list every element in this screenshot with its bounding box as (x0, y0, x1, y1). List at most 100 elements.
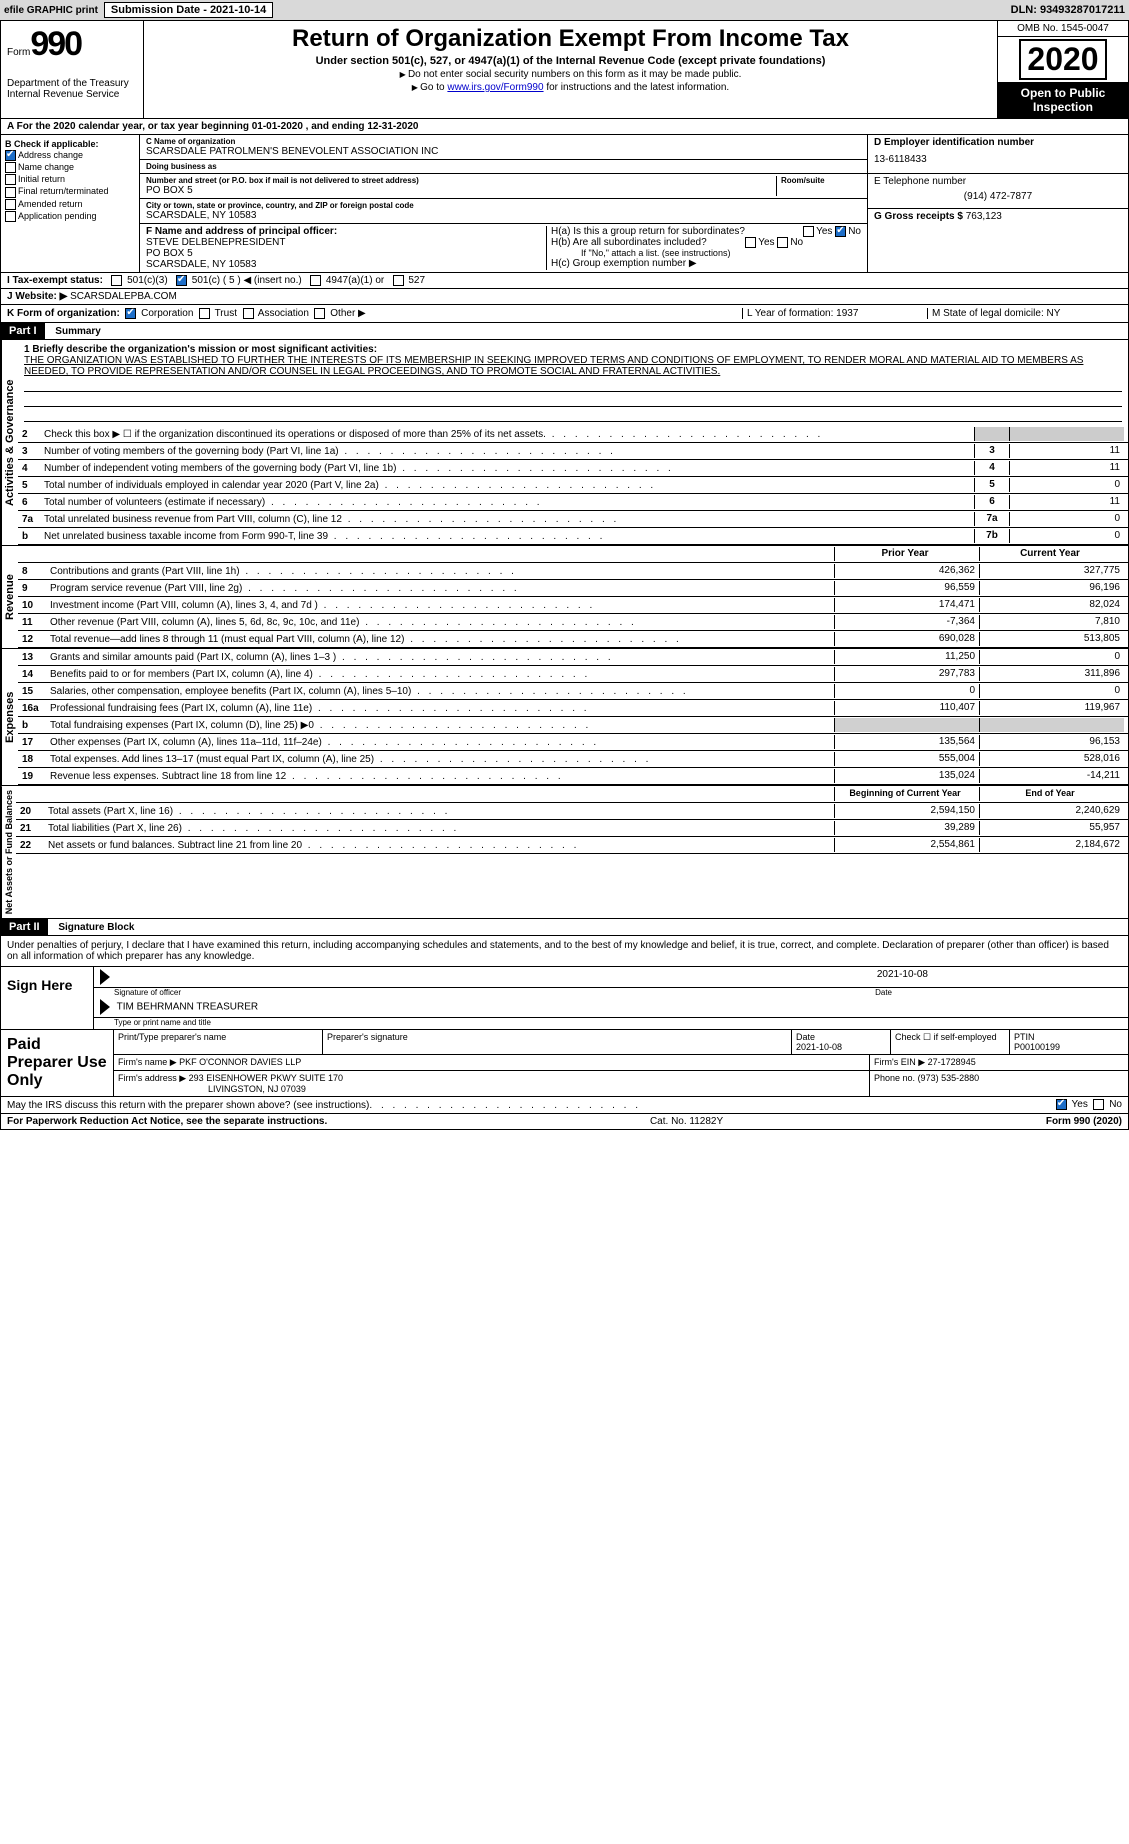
subdate-label: Submission Date - (111, 4, 210, 16)
h3v: 2021-10-08 (796, 1042, 886, 1052)
firm-name: PKF O'CONNOR DAVIES LLP (179, 1057, 301, 1067)
paid-line-2: Firm's name ▶ PKF O'CONNOR DAVIES LLP Fi… (114, 1055, 1128, 1071)
note-ssn: Do not enter social security numbers on … (152, 69, 989, 80)
checkbox-icon[interactable] (393, 275, 404, 286)
sig-officer-label: Signature of officer (114, 988, 181, 997)
cb-label-5: Application pending (18, 211, 97, 221)
col-d: D Employer identification number 13-6118… (867, 135, 1128, 272)
efile-label[interactable]: efile GRAPHIC print (4, 5, 98, 16)
prep-date-cell: Date2021-10-08 (792, 1030, 891, 1054)
pra-notice: For Paperwork Reduction Act Notice, see … (7, 1116, 327, 1127)
ha: H(a) Is this a group return for subordin… (551, 226, 861, 237)
checkbox-icon[interactable] (176, 275, 187, 286)
checkbox-icon[interactable] (111, 275, 122, 286)
irs-link[interactable]: www.irs.gov/Form990 (447, 82, 543, 93)
checkbox-icon (5, 211, 16, 222)
cb-amended[interactable]: Amended return (5, 199, 135, 210)
room-label: Room/suite (781, 176, 861, 185)
addr-value: PO BOX 5 (146, 185, 776, 196)
checkbox-icon (5, 162, 16, 173)
paid-fields: Print/Type preparer's name Preparer's si… (114, 1030, 1128, 1096)
vtab-expenses: Expenses (1, 649, 18, 785)
checkbox-icon[interactable] (835, 226, 846, 237)
section-bc: B Check if applicable: Address change Na… (1, 135, 1128, 273)
preparer-name-cell: Print/Type preparer's name (114, 1030, 323, 1054)
cb-initial[interactable]: Initial return (5, 174, 135, 185)
checkbox-icon[interactable] (199, 308, 210, 319)
cb-label-0: Address change (18, 150, 83, 160)
ein-cell: D Employer identification number 13-6118… (868, 135, 1128, 174)
form-word: Form (7, 47, 30, 58)
mission-label: 1 Briefly describe the organization's mi… (24, 344, 1122, 355)
ptin-cell: PTINP00100199 (1010, 1030, 1128, 1054)
blank-line (24, 394, 1122, 407)
col-headers-net: Beginning of Current Year End of Year (16, 786, 1128, 803)
sig-fields: 2021-10-08 Signature of officer Date TIM… (94, 967, 1128, 1029)
c-name-label: C Name of organization (146, 137, 861, 146)
org-name: SCARSDALE PATROLMEN'S BENEVOLENT ASSOCIA… (146, 146, 861, 157)
k-assoc: Association (258, 308, 309, 319)
gov-line: 3Number of voting members of the governi… (18, 443, 1128, 460)
checkbox-icon[interactable] (745, 237, 756, 248)
f-name: STEVE DELBENEPRESIDENT (146, 237, 546, 248)
data-line: 11Other revenue (Part VIII, column (A), … (18, 614, 1128, 631)
addr-label: Number and street (or P.O. box if mail i… (146, 176, 776, 185)
row-a: A For the 2020 calendar year, or tax yea… (1, 119, 1128, 135)
phone-label: Phone no. (874, 1073, 915, 1083)
cb-address[interactable]: Address change (5, 150, 135, 161)
h5v: P00100199 (1014, 1042, 1124, 1052)
checkbox-icon[interactable] (803, 226, 814, 237)
discuss-row: May the IRS discuss this return with the… (1, 1097, 1128, 1113)
data-line: 8Contributions and grants (Part VIII, li… (18, 563, 1128, 580)
f-addr2: SCARSDALE, NY 10583 (146, 259, 546, 270)
firm-addr: 293 EISENHOWER PKWY SUITE 170 (189, 1073, 343, 1083)
form-title: Return of Organization Exempt From Incom… (152, 25, 989, 53)
checkbox-icon[interactable] (777, 237, 788, 248)
data-line: 17Other expenses (Part IX, column (A), l… (18, 734, 1128, 751)
sign-here-row: Sign Here 2021-10-08 Signature of office… (1, 967, 1128, 1030)
cat-no: Cat. No. 11282Y (650, 1116, 723, 1127)
mission-text: THE ORGANIZATION WAS ESTABLISHED TO FURT… (24, 355, 1122, 377)
cell-city: City or town, state or province, country… (140, 199, 867, 224)
gov-line: 4Number of independent voting members of… (18, 460, 1128, 477)
cell-f: F Name and address of principal officer:… (140, 224, 867, 272)
cb-name[interactable]: Name change (5, 162, 135, 173)
h3: Date (796, 1032, 886, 1042)
gross-label: G Gross receipts $ (874, 211, 963, 222)
header-right: OMB No. 1545-0047 2020 Open to Public In… (997, 21, 1128, 118)
data-line: 10Investment income (Part VIII, column (… (18, 597, 1128, 614)
header-row: Form990 Department of the Treasury Inter… (1, 21, 1128, 119)
k-corp: Corporation (141, 308, 193, 319)
checkbox-icon[interactable] (1056, 1099, 1067, 1110)
checkbox-icon (5, 199, 16, 210)
rev-lines: 8Contributions and grants (Part VIII, li… (18, 563, 1128, 648)
cb-label-2: Initial return (18, 174, 65, 184)
sign-here-label: Sign Here (1, 967, 94, 1029)
checkbox-icon[interactable] (243, 308, 254, 319)
cb-pending[interactable]: Application pending (5, 211, 135, 222)
checkbox-icon[interactable] (1093, 1099, 1104, 1110)
dba-label: Doing business as (146, 162, 861, 171)
firm-addr2: LIVINGSTON, NJ 07039 (118, 1084, 865, 1094)
date-label: Date (875, 988, 892, 997)
phone-value: (973) 535-2880 (918, 1073, 980, 1083)
cb-final[interactable]: Final return/terminated (5, 186, 135, 197)
self-emp-cell: Check ☐ if self-employed (891, 1030, 1010, 1054)
checkbox-icon[interactable] (310, 275, 321, 286)
row-i: I Tax-exempt status: 501(c)(3) 501(c) ( … (1, 273, 1128, 289)
no-label: No (1109, 1100, 1122, 1111)
col-b: B Check if applicable: Address change Na… (1, 135, 140, 272)
checkbox-icon[interactable] (314, 308, 325, 319)
prior-year-header: Prior Year (834, 547, 979, 561)
data-line: 12Total revenue—add lines 8 through 11 (… (18, 631, 1128, 648)
checkbox-icon[interactable] (125, 308, 136, 319)
mission-block: 1 Briefly describe the organization's mi… (18, 340, 1128, 426)
sig-block: Under penalties of perjury, I declare th… (1, 936, 1128, 1113)
discuss-text: May the IRS discuss this return with the… (7, 1100, 369, 1111)
k-state: M State of legal domicile: NY (927, 308, 1122, 319)
blank-line (24, 379, 1122, 392)
submission-date-btn[interactable]: Submission Date - 2021-10-14 (104, 2, 273, 18)
firm-addr-label: Firm's address ▶ (118, 1073, 186, 1083)
tel-value: (914) 472-7877 (874, 187, 1122, 206)
tel-cell: E Telephone number (914) 472-7877 (868, 174, 1128, 209)
